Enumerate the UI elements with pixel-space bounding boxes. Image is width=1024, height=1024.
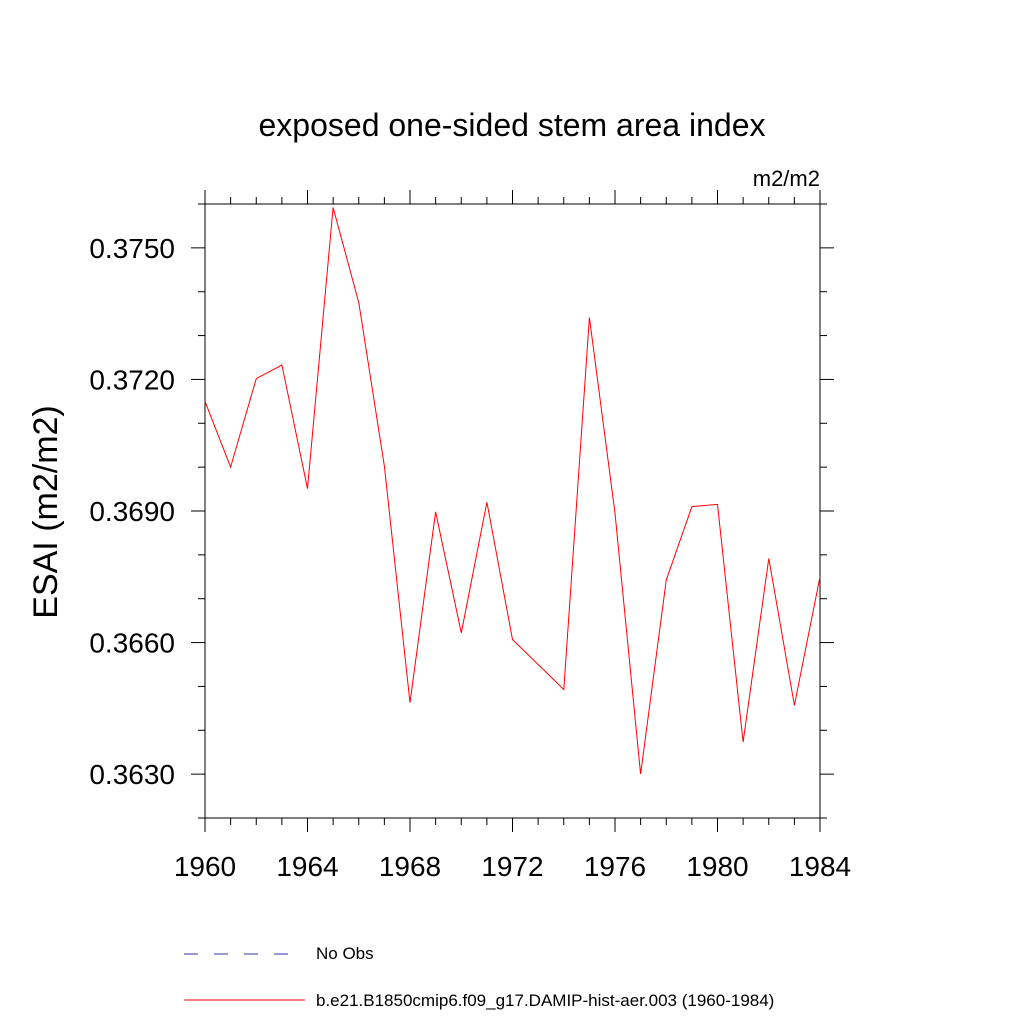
y-tick-label: 0.3630 <box>89 759 175 790</box>
y-tick-label: 0.3660 <box>89 628 175 659</box>
x-tick-label: 1972 <box>481 851 543 882</box>
legend: No Obs b.e21.B1850cmip6.f09_g17.DAMIP-hi… <box>184 944 774 1010</box>
y-tick-label: 0.3720 <box>89 364 175 395</box>
units-label: m2/m2 <box>753 166 820 191</box>
y-axis-label: ESAI (m2/m2) <box>27 405 65 618</box>
y-tick-label: 0.3690 <box>89 496 175 527</box>
legend-label-series: b.e21.B1850cmip6.f09_g17.DAMIP-hist-aer.… <box>316 991 774 1010</box>
x-tick-label: 1976 <box>584 851 646 882</box>
x-tick-label: 1960 <box>174 851 236 882</box>
x-tick-label: 1980 <box>686 851 748 882</box>
plot-frame <box>204 203 821 819</box>
legend-label-no-obs: No Obs <box>316 944 374 963</box>
axis-ticks <box>191 190 834 832</box>
x-tick-label: 1964 <box>276 851 338 882</box>
chart-title: exposed one-sided stem area index <box>259 107 766 143</box>
series-line <box>204 207 821 775</box>
axis-tick-labels: 1960 1964 1968 1972 1976 1980 1984 0.3630 0.3660… <box>89 233 851 882</box>
x-tick-label: 1968 <box>379 851 441 882</box>
series-layer <box>204 207 821 775</box>
x-tick-label: 1984 <box>789 851 851 882</box>
y-tick-label: 0.3750 <box>89 233 175 264</box>
